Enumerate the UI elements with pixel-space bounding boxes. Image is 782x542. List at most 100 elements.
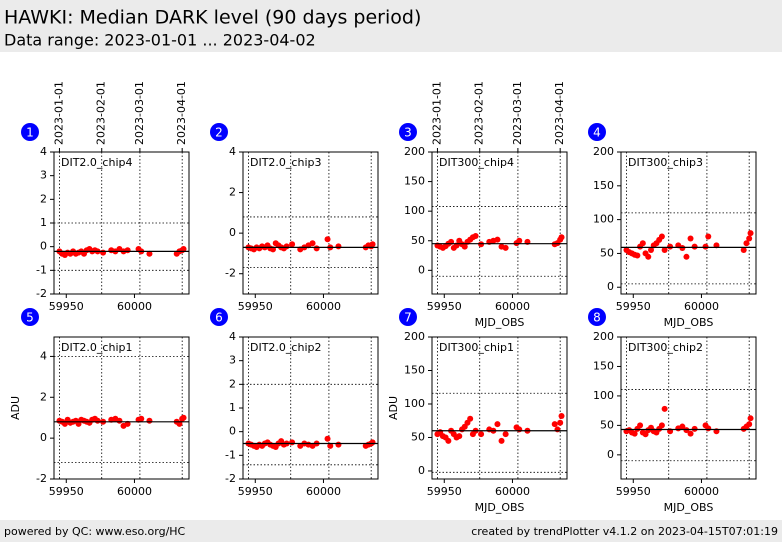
panel-badge — [588, 123, 606, 141]
x-tick-label: 59950 — [238, 300, 273, 313]
y-tick-label: 3 — [40, 169, 47, 182]
point — [289, 241, 296, 248]
panel-number: 3 — [404, 126, 412, 140]
point — [100, 249, 107, 256]
y-tick-label: 150 — [404, 175, 425, 188]
point — [516, 426, 523, 433]
panel-title: DIT2.0_chip3 — [250, 156, 321, 169]
point — [705, 233, 712, 240]
y-tick-label: -2 — [225, 472, 236, 485]
y-tick-label: 4 — [229, 145, 236, 158]
point — [180, 246, 187, 253]
panel-title: DIT300_chip1 — [439, 341, 514, 354]
panel-title: DIT300_chip3 — [628, 156, 703, 169]
point — [554, 426, 561, 433]
y-tick-label: -1 — [36, 263, 47, 276]
x-tick-label: 60000 — [117, 300, 152, 313]
y-tick-label: 0 — [418, 263, 425, 276]
y-tick-label: 50 — [600, 418, 614, 431]
point — [661, 405, 668, 412]
point — [558, 234, 565, 241]
x-axis-label: MJD_OBS — [664, 501, 714, 514]
top-tick-label: 2023-02-01 — [95, 81, 108, 145]
point — [472, 233, 479, 240]
panel-badge — [210, 123, 228, 141]
x-tick-label: 60000 — [306, 485, 341, 498]
point — [445, 437, 452, 444]
point — [679, 423, 686, 430]
panel-badge — [21, 308, 39, 326]
panel-badge — [21, 123, 39, 141]
panel-title: DIT300_chip4 — [439, 156, 514, 169]
axes-frame — [431, 151, 568, 295]
point — [637, 422, 644, 429]
point — [494, 236, 501, 243]
point — [461, 243, 468, 250]
panel-title: DIT2.0_chip4 — [61, 156, 132, 169]
point — [747, 230, 754, 237]
point — [146, 250, 153, 257]
top-tick-label: 2023-02-01 — [473, 81, 486, 145]
x-tick-label: 59950 — [427, 485, 462, 498]
point — [658, 233, 665, 240]
y-tick-label: 0 — [229, 425, 236, 438]
panel-title: DIT300_chip2 — [628, 341, 703, 354]
point — [645, 253, 652, 260]
x-tick-label: 59950 — [49, 300, 84, 313]
y-tick-label: 0 — [607, 280, 614, 293]
point — [551, 421, 558, 428]
y-tick-label: -1 — [225, 448, 236, 461]
panel-title: DIT2.0_chip2 — [250, 341, 321, 354]
point — [124, 247, 131, 254]
point — [746, 421, 753, 428]
axes-frame — [242, 336, 379, 480]
y-tick-label: 4 — [229, 330, 236, 343]
x-tick-label: 60000 — [495, 485, 530, 498]
y-tick-label: 50 — [411, 234, 425, 247]
panel-number: 2 — [215, 126, 223, 140]
x-tick-label: 60000 — [117, 485, 152, 498]
point — [327, 442, 334, 449]
point — [498, 437, 505, 444]
axes-frame — [431, 336, 568, 480]
y-tick-label: 100 — [404, 397, 425, 410]
panel-badge — [588, 308, 606, 326]
panel-number: 1 — [26, 126, 34, 140]
point — [456, 433, 463, 440]
point — [502, 244, 509, 251]
point — [309, 240, 316, 247]
point — [335, 243, 342, 250]
axes-frame — [620, 336, 757, 480]
y-axis-label: ADU — [387, 396, 400, 420]
y-tick-label: -2 — [36, 472, 47, 485]
point — [369, 439, 376, 446]
point — [283, 243, 290, 250]
y-tick-label: 200 — [593, 145, 614, 158]
point — [702, 243, 709, 250]
point — [494, 421, 501, 428]
point — [516, 237, 523, 244]
point — [180, 414, 187, 421]
x-tick-label: 59950 — [49, 485, 84, 498]
point — [747, 415, 754, 422]
y-tick-label: 200 — [404, 330, 425, 343]
point — [289, 439, 296, 446]
x-axis-label: MJD_OBS — [475, 316, 525, 329]
y-tick-label: -2 — [225, 267, 236, 280]
point — [324, 435, 331, 442]
y-tick-label: 200 — [404, 145, 425, 158]
panel-badge — [399, 123, 417, 141]
point — [746, 235, 753, 242]
y-tick-label: 0 — [229, 226, 236, 239]
point — [138, 415, 145, 422]
y-tick-label: 0 — [607, 448, 614, 461]
point — [146, 417, 153, 424]
point — [369, 241, 376, 248]
page-title: HAWKI: Median DARK level (90 days period… — [4, 7, 421, 29]
axes-frame — [620, 151, 757, 295]
y-tick-label: 100 — [404, 204, 425, 217]
footer-left: powered by QC: www.eso.org/HC — [4, 525, 186, 538]
y-tick-label: 100 — [593, 213, 614, 226]
x-tick-label: 60000 — [684, 300, 719, 313]
panel-number: 6 — [215, 311, 223, 325]
